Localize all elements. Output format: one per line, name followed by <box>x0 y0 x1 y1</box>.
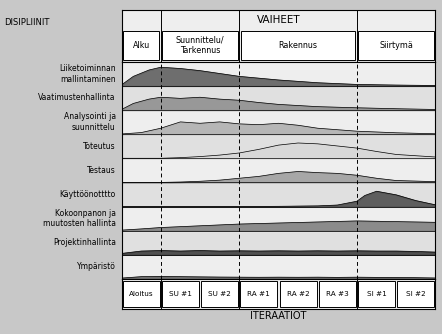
Bar <box>280 281 316 307</box>
Bar <box>162 31 238 60</box>
Bar <box>319 281 356 307</box>
Text: RA #2: RA #2 <box>287 291 309 297</box>
Bar <box>358 31 434 60</box>
Text: RA #1: RA #1 <box>248 291 270 297</box>
Text: Toteutus: Toteutus <box>83 142 116 151</box>
Text: SI #1: SI #1 <box>367 291 386 297</box>
Bar <box>122 182 435 206</box>
Bar <box>122 134 435 158</box>
Text: Liiketoiminnan
mallintaminen: Liiketoiminnan mallintaminen <box>59 64 116 84</box>
Bar <box>122 255 435 279</box>
Bar <box>201 281 238 307</box>
Bar <box>240 281 277 307</box>
Bar <box>122 158 435 182</box>
Bar <box>241 31 355 60</box>
Text: Rakennus: Rakennus <box>278 41 317 50</box>
Bar <box>162 281 199 307</box>
Bar <box>122 231 435 255</box>
Bar <box>122 110 435 134</box>
Bar <box>123 31 159 60</box>
Bar <box>122 206 435 231</box>
Text: Analysointi ja
suunnittelu: Analysointi ja suunnittelu <box>64 113 116 132</box>
Text: Kokoonpanon ja
muutosten hallinta: Kokoonpanon ja muutosten hallinta <box>43 209 116 228</box>
Bar <box>122 86 435 110</box>
Text: Aloitus: Aloitus <box>129 291 153 297</box>
Bar <box>397 281 434 307</box>
Text: VAIHEET: VAIHEET <box>257 15 300 25</box>
Text: Projektinhallinta: Projektinhallinta <box>53 238 116 247</box>
Text: Käyttöönotttto: Käyttöönotttto <box>60 190 116 199</box>
Text: DISIPLIINIT: DISIPLIINIT <box>4 18 50 27</box>
Text: SI #2: SI #2 <box>406 291 426 297</box>
Bar <box>122 62 435 86</box>
Text: Siirtymä: Siirtymä <box>379 41 413 50</box>
Bar <box>358 281 395 307</box>
Text: RA #3: RA #3 <box>326 291 349 297</box>
Text: Alku: Alku <box>133 41 150 50</box>
Bar <box>123 281 160 307</box>
Text: Vaatimustenhallinta: Vaatimustenhallinta <box>38 94 116 103</box>
Text: SU #1: SU #1 <box>169 291 192 297</box>
Text: Suunnittelu/
Tarkennus: Suunnittelu/ Tarkennus <box>175 36 225 55</box>
Text: Testaus: Testaus <box>87 166 116 175</box>
Text: ITERAATIOT: ITERAATIOT <box>250 311 307 321</box>
Text: SU #2: SU #2 <box>208 291 231 297</box>
Text: Ympäristö: Ympäristö <box>77 262 116 271</box>
